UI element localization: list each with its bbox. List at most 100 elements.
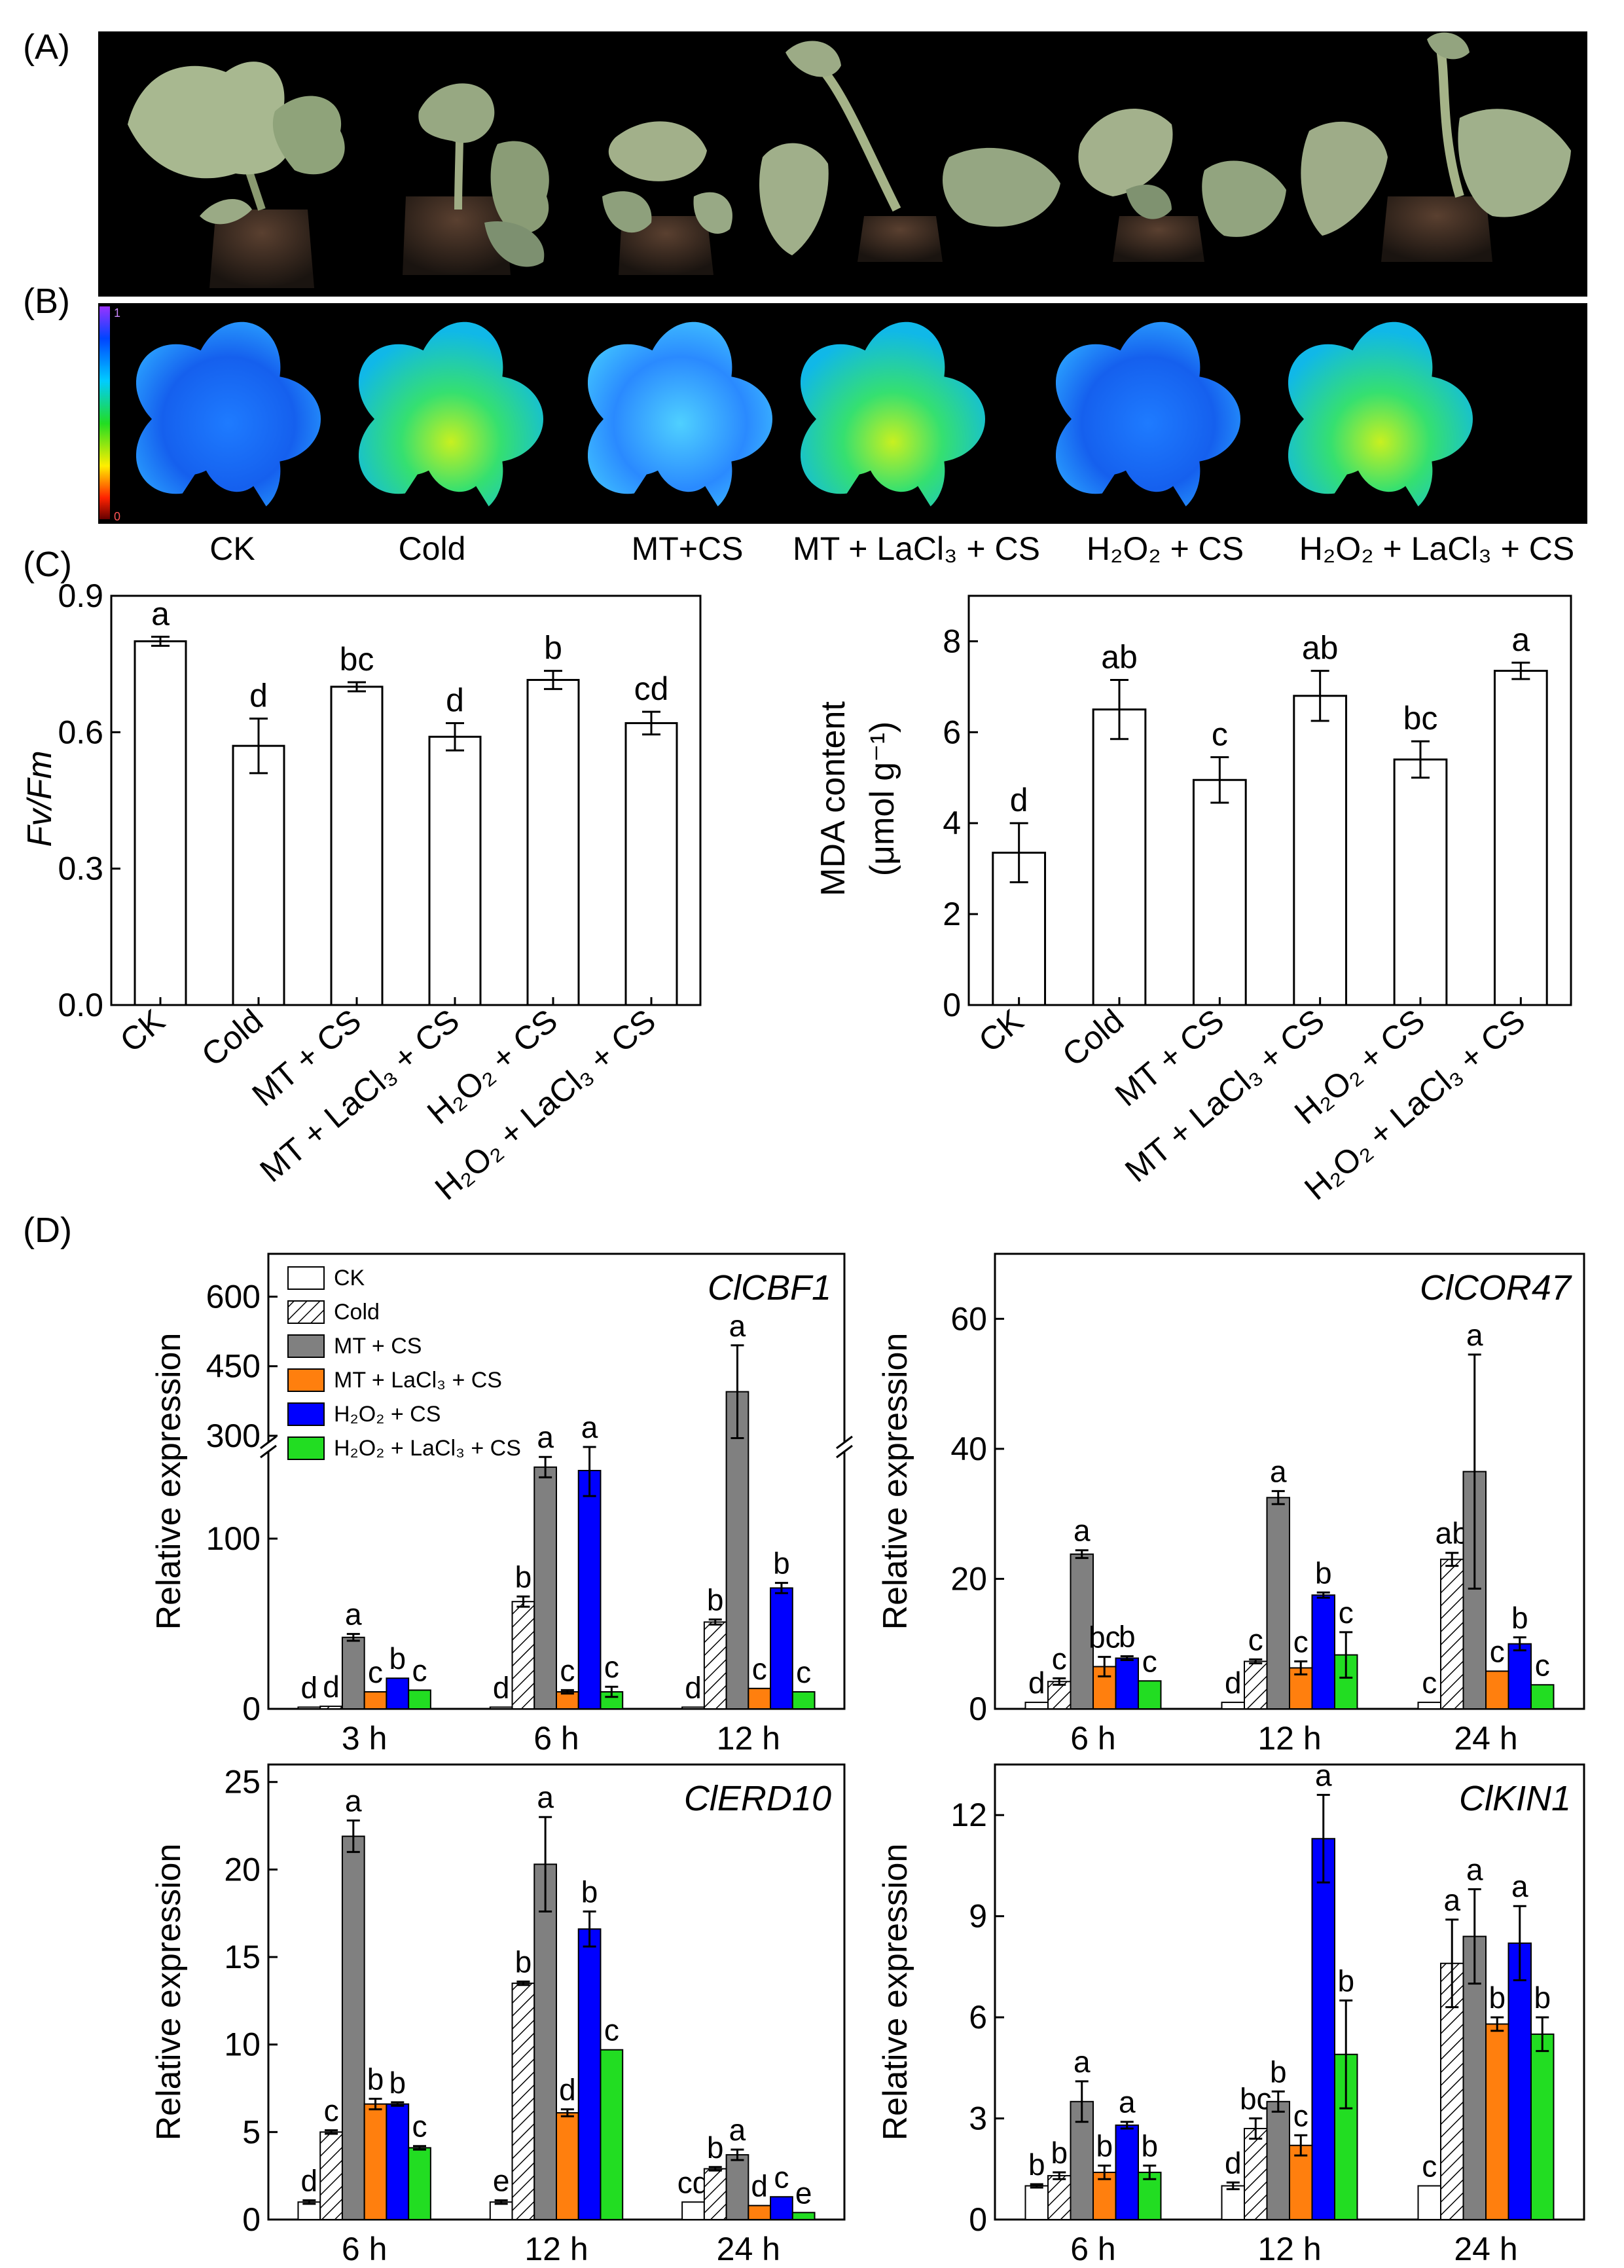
photo-label: H₂O₂ + CS [1087, 530, 1244, 567]
y-axis-label: Relative expression [150, 1333, 188, 1630]
y-axis-label: MDA content [814, 701, 852, 896]
significance-letter: b [544, 630, 562, 667]
significance-letter: b [773, 1546, 790, 1581]
significance-letter: a [1466, 1318, 1483, 1352]
x-tick-label: Cold [194, 1002, 270, 1074]
significance-letter: b [1511, 1601, 1528, 1635]
plant-h2o2-lacl3-cs [1301, 32, 1571, 262]
bar [1266, 1497, 1290, 1710]
photo-label: MT+CS [632, 530, 744, 567]
significance-letter: ab [1101, 638, 1138, 675]
significance-letter: a [1466, 1852, 1483, 1886]
legend-label: H₂O₂ + CS [334, 1402, 441, 1427]
y-tick-label: 20 [950, 1560, 987, 1597]
y-tick-label: 12 [950, 1797, 987, 1833]
panel-label-d: (D) [23, 1211, 72, 1250]
bar [1311, 1838, 1335, 2220]
x-tick-label: 12 h [1257, 1720, 1321, 1757]
x-tick-label: 12 h [717, 1720, 780, 1757]
bar [232, 744, 285, 1006]
y-tick-label: 0 [969, 1691, 987, 1727]
y-tick-label: 0.0 [58, 987, 103, 1023]
bar [577, 1928, 602, 2221]
leaf-mt-lacl3-cs [801, 321, 985, 507]
bar [703, 1621, 727, 1710]
y-tick-label: 0 [943, 987, 961, 1023]
bar [681, 1706, 705, 1710]
significance-letter: bc [340, 641, 374, 678]
significance-letter: b [515, 1560, 532, 1594]
significance-letter: d [249, 678, 268, 714]
significance-letter: c [1052, 1641, 1067, 1675]
bar [1092, 708, 1147, 1006]
significance-letter: b [1489, 1981, 1506, 2015]
significance-letter: c [1212, 716, 1228, 753]
significance-letter: ab [1302, 630, 1339, 667]
legend-label: Cold [334, 1300, 380, 1325]
bar [134, 640, 187, 1006]
bar [1530, 2033, 1555, 2220]
significance-letter: b [707, 1583, 724, 1617]
significance-letter: a [1074, 2045, 1091, 2079]
significance-letter: a [537, 1420, 554, 1454]
significance-letter: b [389, 2066, 406, 2100]
bar [1493, 670, 1548, 1006]
significance-letter: b [1315, 1556, 1332, 1590]
significance-letter: c [324, 2094, 339, 2128]
chart-title: ClCOR47 [1420, 1268, 1572, 1308]
significance-letter: c [1535, 1648, 1550, 1682]
plant-mt-lacl3-cs [759, 41, 1060, 262]
plant-h2o2-cs [1078, 109, 1286, 262]
significance-letter: b [1534, 1981, 1551, 2015]
significance-letter: e [493, 2164, 510, 2198]
y-tick-label: 2 [943, 896, 961, 932]
significance-letter: a [1119, 2085, 1136, 2119]
significance-letter: b [1051, 2136, 1068, 2170]
leaf-mt-cs [588, 321, 772, 507]
bar [533, 1466, 557, 1710]
y-tick-label: 0 [969, 2201, 987, 2238]
bar [363, 1691, 388, 1710]
bar [770, 1587, 793, 1710]
plant-cold [403, 83, 549, 275]
plant-ck [128, 62, 345, 288]
significance-letter: d [301, 1670, 318, 1704]
colorbar-min-label: 0 [114, 510, 120, 523]
significance-letter: a [1270, 1454, 1287, 1488]
bar [1530, 1684, 1555, 1710]
bar [577, 1470, 602, 1710]
photo-label: Cold [399, 530, 466, 567]
significance-letter: d [1010, 782, 1028, 818]
significance-letter: c [796, 1655, 811, 1689]
axis-break-mark [260, 1444, 277, 1459]
bar [1266, 2100, 1290, 2220]
significance-letter: a [729, 2113, 746, 2147]
bar [489, 1706, 513, 1710]
bar [556, 1691, 579, 1710]
bar [1507, 1643, 1532, 1710]
bar [1485, 2023, 1509, 2221]
bar [600, 2049, 624, 2220]
y-tick-label: 0.6 [58, 714, 103, 750]
x-tick-label: 6 h [533, 1720, 579, 1757]
significance-letter: bc [1240, 2082, 1272, 2116]
significance-letter: bc [1403, 700, 1438, 737]
y-tick-label: 60 [950, 1300, 987, 1337]
y-tick-label: 3 [969, 2100, 987, 2137]
significance-letter: c [412, 1653, 427, 1687]
panel-label-a: (A) [23, 27, 70, 67]
chart-title: ClCBF1 [708, 1268, 831, 1308]
bar [533, 1863, 557, 2221]
bar [1311, 1594, 1335, 1710]
bar [1115, 2124, 1139, 2220]
significance-letter: c [1490, 1634, 1505, 1668]
bar [1244, 1660, 1268, 1710]
bar [386, 1677, 410, 1710]
y-tick-label: 15 [224, 1939, 261, 1975]
bar [1024, 1702, 1049, 1710]
colorbar-max-label: 1 [114, 306, 120, 320]
bar [748, 1687, 772, 1710]
y-axis-label: Relative expression [876, 1333, 914, 1630]
